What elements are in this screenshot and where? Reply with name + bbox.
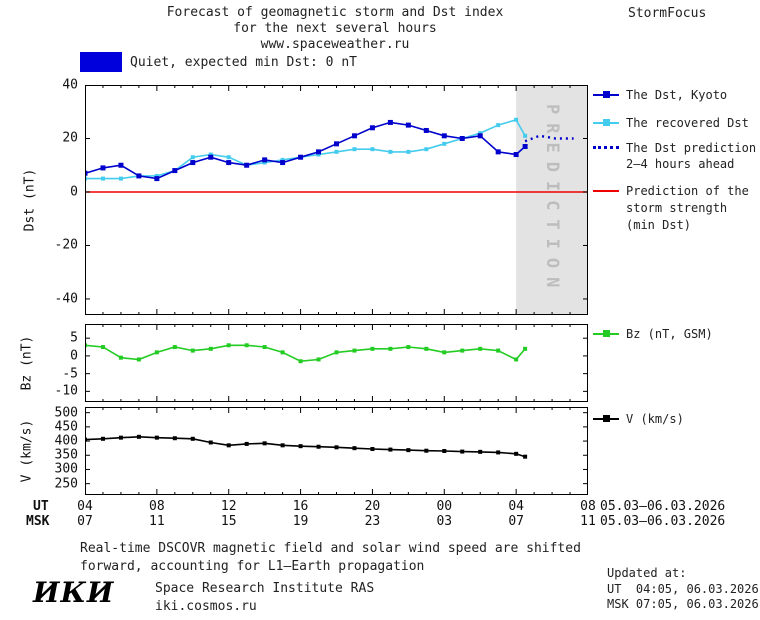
v-swatch [593,414,619,423]
institute-name: Space Research Institute RAS [155,581,375,596]
quiet-status-box [80,52,122,72]
msk-tick-row: 07 11 15 19 23 03 07 11 [77,514,596,529]
x-tick-label: 08 [580,499,596,514]
legend-label-storm-1: Prediction of the [626,183,749,198]
title-line-1: Forecast of geomagnetic storm and Dst in… [166,5,504,20]
y-tick-label: -5 [62,366,78,382]
y-tick-label: 300 [54,461,78,477]
v-chart: 500 450 400 350 300 250 [55,405,588,495]
x-tick-label: 15 [220,514,237,529]
x-tick-label: 12 [220,499,237,514]
legend-label-dst-kyoto: The Dst, Kyoto [626,87,728,102]
x-tick-label: 16 [292,499,309,514]
y-tick-label: 40 [62,77,78,93]
y-tick-label: 450 [54,419,78,435]
msk-row-label: MSK [26,514,50,529]
dst-axis-label: Dst (nT) [22,168,38,232]
ut-row-label: UT [33,499,49,514]
recovered-dst-swatch [593,118,619,127]
legend-label-v: V (km/s) [626,411,684,426]
propagation-note: Real-time DSCOVR magnetic field and sola… [80,540,581,576]
propagation-note-line-2: forward, accounting for L1–Earth propaga… [80,559,425,574]
x-tick-label: 11 [149,514,165,529]
legend-item-bz: Bz (nT, GSM) [593,326,713,341]
y-tick-label: 0 [70,348,78,364]
iki-logo: ИКИ [33,576,115,609]
x-tick-label: 07 [508,514,524,529]
legend-item-prediction: The Dst prediction [593,140,757,155]
msk-date-range: 05.03–06.03.2026 [600,514,726,529]
y-tick-label: -20 [54,237,78,253]
updated-at-label: Updated at: [607,566,687,580]
storm-strength-swatch [593,186,619,195]
y-tick-label: -10 [54,383,78,399]
institute-site-url: iki.cosmos.ru [155,599,257,614]
x-tick-label: 03 [436,514,453,529]
x-tick-label: 08 [149,499,165,514]
ut-tick-row: 04 08 12 16 20 00 04 08 [77,499,596,514]
v-axis-label: V (km/s) [19,419,35,483]
prediction-zone-label: PREDICTION [542,103,562,297]
v-plot-canvas [85,407,588,495]
legend-label-prediction-2: 2–4 hours ahead [626,157,735,171]
dst-chart: PREDICTION 40 20 0 -20 -40 [55,78,588,315]
x-tick-label: 19 [292,514,309,529]
y-tick-label: 400 [54,433,78,449]
bz-swatch [593,329,619,338]
ut-date-range: 05.03–06.03.2026 [600,499,726,514]
quiet-status-label: Quiet, expected min Dst: 0 nT [130,55,357,70]
bz-plot-canvas [85,324,588,402]
x-tick-label: 23 [364,514,381,529]
x-tick-label: 07 [77,514,93,529]
updated-msk: MSK 07:05, 06.03.2026 [607,597,759,611]
y-tick-label: 350 [54,447,78,463]
legend-label-recovered: The recovered Dst [626,115,749,130]
x-tick-label: 11 [580,514,596,529]
y-tick-label: 0 [70,184,78,200]
dst-plot-canvas [85,85,588,315]
page-title: Forecast of geomagnetic storm and Dst in… [80,5,590,53]
dst-kyoto-swatch [593,90,619,99]
x-tick-label: 00 [436,499,453,514]
legend-label-prediction-1: The Dst prediction [626,140,757,155]
legend-item-dst-kyoto: The Dst, Kyoto [593,87,728,102]
legend-label-storm-3: (min Dst) [626,218,692,232]
y-tick-label: 250 [54,476,78,492]
updated-ut: UT 04:05, 06.03.2026 [607,582,759,596]
bz-chart: 5 0 -5 -10 [55,324,588,402]
brand-stormfocus: StormFocus [628,6,707,21]
propagation-note-line-1: Real-time DSCOVR magnetic field and sola… [80,541,581,556]
dst-prediction-swatch [593,143,619,152]
legend-label-bz: Bz (nT, GSM) [626,326,713,341]
legend-item-v: V (km/s) [593,411,684,426]
legend-item-recovered: The recovered Dst [593,115,749,130]
legend-item-storm-strength: Prediction of the [593,183,749,198]
y-tick-label: 500 [54,405,78,421]
x-tick-label: 04 [508,499,524,514]
bz-axis-label: Bz (nT) [19,335,35,391]
site-url: www.spaceweather.ru [260,37,410,52]
y-tick-label: 20 [62,130,78,146]
y-tick-label: 5 [70,330,78,346]
title-line-2: for the next several hours [233,21,437,36]
legend-label-storm-2: storm strength [626,201,728,215]
x-tick-label: 20 [364,499,381,514]
y-tick-label: -40 [54,291,78,307]
x-tick-label: 04 [77,499,93,514]
